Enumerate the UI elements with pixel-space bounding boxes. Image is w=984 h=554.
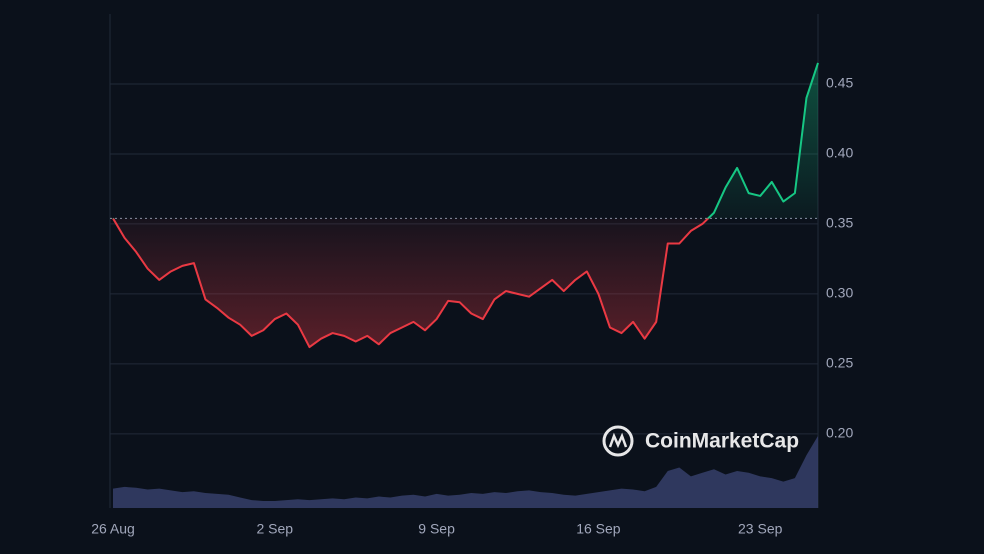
price-line	[112, 62, 819, 349]
watermark-text: CoinMarketCap	[645, 430, 799, 453]
x-tick-label: 26 Aug	[91, 521, 135, 537]
x-tick-label: 23 Sep	[738, 521, 783, 537]
price-area	[113, 62, 818, 348]
x-tick-label: 9 Sep	[418, 521, 455, 537]
y-tick-label: 0.25	[826, 355, 853, 371]
watermark: CoinMarketCap	[602, 425, 799, 457]
x-tick-label: 2 Sep	[257, 521, 294, 537]
watermark-logo	[602, 425, 634, 457]
y-tick-label: 0.35	[826, 215, 853, 231]
x-tick-label: 16 Sep	[576, 521, 621, 537]
y-tick-label: 0.40	[826, 145, 853, 161]
volume-area	[113, 435, 818, 508]
y-tick-label: 0.20	[826, 425, 853, 441]
watermark-logo-mark	[608, 432, 628, 449]
y-tick-label: 0.45	[826, 75, 853, 91]
y-tick-label: 0.30	[826, 285, 853, 301]
